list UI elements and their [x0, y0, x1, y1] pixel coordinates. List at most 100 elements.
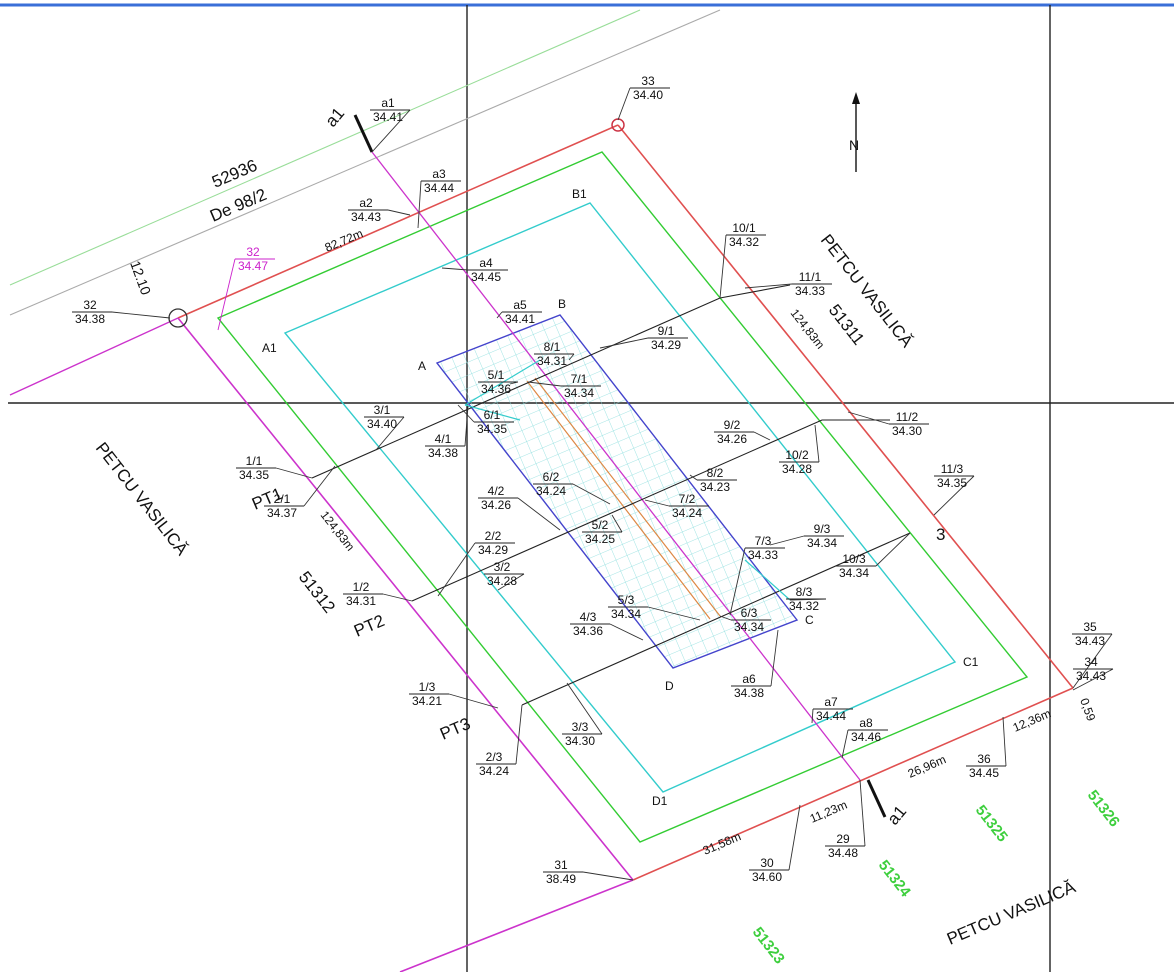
corner-label-d: D	[665, 679, 674, 693]
distance-31-58: 31,58m	[701, 829, 743, 858]
survey-point-11-1: 11/134.33	[792, 270, 832, 298]
point-id: 3/3	[572, 720, 589, 734]
point-elevation: 34.34	[564, 386, 594, 400]
point-elevation: 34.41	[505, 312, 535, 326]
corner-label-c1: C1	[963, 655, 979, 669]
leader-line	[448, 693, 499, 709]
distance-124-83-right: 124,83m	[788, 306, 828, 351]
point-id: 8/3	[796, 585, 813, 599]
leader-line	[719, 234, 727, 299]
leader-line	[859, 779, 866, 847]
corner-label-c: C	[805, 613, 814, 627]
leader-line	[441, 267, 469, 271]
north-arrow-icon: N	[849, 92, 860, 172]
point-id: 9/1	[658, 324, 675, 338]
survey-point-9-1: 9/134.29	[648, 324, 688, 352]
point-id: 8/2	[707, 466, 724, 480]
leader-line	[275, 467, 313, 479]
point-elevation: 34.32	[789, 599, 819, 613]
point-elevation: 34.38	[75, 312, 105, 326]
point-elevation: 34.43	[1075, 634, 1105, 648]
point-labels: a134.413334.40a234.43a334.443234.473234.…	[72, 74, 1113, 886]
leader-line	[847, 411, 890, 425]
leader-line	[1002, 716, 1007, 767]
point-elevation: 34.35	[239, 468, 269, 482]
survey-point-5-1: 5/134.36	[478, 368, 518, 396]
point-elevation: 34.29	[478, 543, 508, 557]
survey-point-9-3: 9/334.34	[804, 522, 844, 550]
survey-point-7-1: 7/134.34	[561, 372, 601, 400]
survey-point-10-3: 10/334.34	[836, 552, 876, 580]
point-elevation: 34.26	[717, 432, 747, 446]
point-id: a5	[513, 298, 527, 312]
leader-line	[497, 573, 525, 591]
point-elevation: 34.33	[748, 548, 778, 562]
road-de-98-2	[9, 9, 721, 316]
point-elevation: 34.24	[672, 506, 702, 520]
point-elevation: 34.43	[351, 210, 381, 224]
leader-line	[111, 311, 171, 319]
leader-line	[770, 629, 779, 687]
corner-label-d1: D1	[652, 794, 668, 808]
point-id: 7/1	[571, 372, 588, 386]
point-id: 32	[246, 245, 260, 259]
parcel-label-51323: 51323	[749, 924, 788, 967]
leader-line	[753, 431, 771, 441]
leader-line	[515, 704, 523, 765]
leader-line	[599, 337, 649, 349]
point-id: 6/3	[741, 606, 758, 620]
building-footprint	[435, 314, 799, 669]
distance-82-72: 82,72m	[323, 226, 365, 255]
leader-line	[582, 871, 634, 881]
survey-point-2-3: 2/334.24	[476, 750, 516, 778]
point-id: a4	[479, 256, 493, 270]
section-line-a1	[371, 151, 861, 781]
point-elevation: 34.47	[238, 259, 268, 273]
point-elevation: 34.45	[471, 270, 501, 284]
parcel-label-51312: 51312	[295, 568, 339, 617]
point-id: 6/2	[543, 470, 560, 484]
point-id: 1/1	[246, 454, 263, 468]
point-elevation: 34.24	[536, 484, 566, 498]
point-elevation: 34.33	[795, 284, 825, 298]
point-id: 2/3	[486, 750, 503, 764]
survey-point-3-2: 3/234.28	[484, 560, 524, 588]
leader-line	[814, 424, 820, 463]
street-label-bottom: PETCU VASILICĂ	[944, 877, 1079, 949]
point-elevation: 34.44	[424, 181, 454, 195]
point-id: 3/2	[494, 560, 511, 574]
survey-point-1-3: 1/334.21	[409, 680, 449, 708]
leader-line	[527, 381, 562, 387]
point-id: 30	[760, 856, 774, 870]
point-elevation: 34.38	[734, 686, 764, 700]
point-elevation: 34.40	[633, 88, 663, 102]
survey-point-10-2: 10/234.28	[779, 448, 819, 476]
parcel-label-52936: 52936	[209, 156, 260, 192]
point-elevation: 34.24	[479, 764, 509, 778]
point-elevation: 38.49	[546, 872, 576, 886]
point-elevation: 34.38	[428, 446, 458, 460]
point-id: 11/2	[896, 410, 919, 424]
point-id: 7/2	[679, 492, 696, 506]
point-id: 11/3	[941, 462, 964, 476]
leader-line	[517, 497, 561, 531]
parcel-label-51325: 51325	[972, 802, 1011, 845]
point-id: 35	[1083, 620, 1097, 634]
leader-lines	[111, 87, 1114, 881]
point-id: 3/1	[374, 403, 391, 417]
point-elevation: 34.35	[937, 476, 967, 490]
parcel-label-51326: 51326	[1084, 787, 1123, 830]
point-id: 36	[977, 752, 991, 766]
survey-point-8-1: 8/134.31	[534, 340, 574, 368]
survey-point-7-3: 7/334.33	[745, 534, 785, 562]
point-id: 31	[554, 858, 568, 872]
leader-line	[611, 514, 623, 533]
